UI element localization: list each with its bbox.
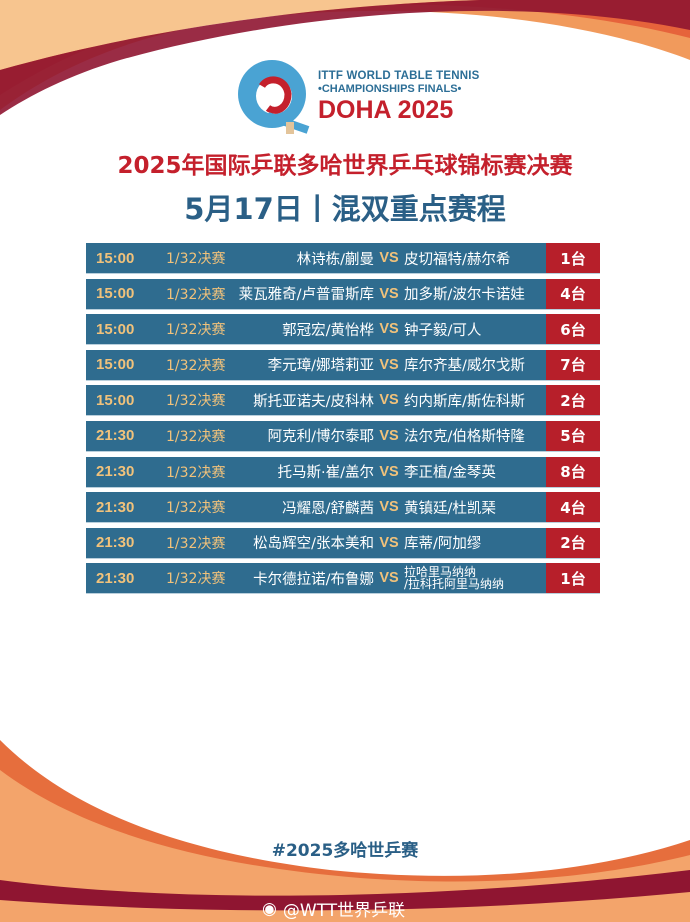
table-row: 21:30 1/32决赛 阿克利/博尔泰耶 VS 法尔克/伯格斯特隆 5台 bbox=[86, 420, 600, 452]
vs-label: VS bbox=[379, 427, 399, 444]
pair-2: 加多斯/波尔卡诺娃 bbox=[404, 287, 525, 304]
pair-2: 法尔克/伯格斯特隆 bbox=[404, 429, 525, 446]
pair-2: 库尔齐基/威尔戈斯 bbox=[404, 358, 525, 375]
pair-1: 卡尔德拉诺/布鲁娜 bbox=[253, 571, 374, 588]
pair-2: 皮切福特/赫尔希 bbox=[404, 251, 511, 268]
match-round: 1/32决赛 bbox=[166, 286, 226, 303]
table-number: 4台 bbox=[546, 492, 600, 523]
page-title: 2025年国际乒联多哈世界乒乓球锦标赛决赛 bbox=[117, 153, 573, 179]
match-time: 21:30 bbox=[96, 534, 135, 552]
pair-2: 李正植/金琴英 bbox=[404, 465, 496, 482]
match-round: 1/32决赛 bbox=[166, 571, 226, 588]
vs-label: VS bbox=[379, 534, 399, 551]
table-row: 21:30 1/32决赛 冯耀恩/舒麟茜 VS 黄镇廷/杜凯琹 4台 bbox=[86, 492, 600, 524]
pair-1: 冯耀恩/舒麟茜 bbox=[282, 500, 374, 517]
match-time: 15:00 bbox=[96, 320, 135, 338]
pair-2: 约内斯库/斯佐科斯 bbox=[404, 393, 525, 410]
table-row: 15:00 1/32决赛 莱瓦雅奇/卢普雷斯库 VS 加多斯/波尔卡诺娃 4台 bbox=[86, 278, 600, 310]
table-number: 4台 bbox=[546, 278, 600, 309]
table-number: 7台 bbox=[546, 349, 600, 380]
table-number: 2台 bbox=[546, 527, 600, 558]
match-info: 21:30 1/32决赛 卡尔德拉诺/布鲁娜 VS 拉哈里马纳纳 /拉科托阿里马… bbox=[86, 563, 546, 594]
match-info: 15:00 1/32决赛 郭冠宏/黄怡桦 VS 钟子毅/可人 bbox=[86, 314, 546, 345]
pair-1: 松岛辉空/张本美和 bbox=[253, 536, 374, 553]
pair-1: 郭冠宏/黄怡桦 bbox=[282, 322, 374, 339]
match-info: 15:00 1/32决赛 李元璋/娜塔莉亚 VS 库尔齐基/威尔戈斯 bbox=[86, 349, 546, 380]
vs-label: VS bbox=[379, 250, 399, 266]
match-info: 15:00 1/32决赛 斯托亚诺夫/皮科林 VS 约内斯库/斯佐科斯 bbox=[86, 385, 546, 416]
weibo-icon: ◉ bbox=[262, 898, 277, 919]
table-row: 21:30 1/32决赛 托马斯·崔/盖尔 VS 李正植/金琴英 8台 bbox=[86, 456, 600, 488]
vs-label: VS bbox=[379, 463, 399, 480]
logo-line-1: ITTF WORLD TABLE TENNIS bbox=[318, 70, 480, 82]
table-row: 15:00 1/32决赛 林诗栋/蒯曼 VS 皮切福特/赫尔希 1台 bbox=[86, 243, 600, 274]
match-round: 1/32决赛 bbox=[166, 322, 226, 339]
pair-2: 拉哈里马纳纳 /拉科托阿里马纳纳 bbox=[404, 565, 505, 592]
match-info: 15:00 1/32决赛 林诗栋/蒯曼 VS 皮切福特/赫尔希 bbox=[86, 243, 546, 273]
match-info: 21:30 1/32决赛 冯耀恩/舒麟茜 VS 黄镇廷/杜凯琹 bbox=[86, 492, 546, 523]
hashtag: #2025多哈世乒赛 bbox=[271, 841, 419, 861]
table-row: 15:00 1/32决赛 郭冠宏/黄怡桦 VS 钟子毅/可人 6台 bbox=[86, 314, 600, 346]
pair-1: 李元璋/娜塔莉亚 bbox=[267, 358, 374, 375]
watermark-text: @WTT世界乒联 bbox=[282, 901, 406, 921]
match-round: 1/32决赛 bbox=[166, 393, 226, 410]
match-time: 15:00 bbox=[96, 356, 135, 374]
logo-text: ITTF WORLD TABLE TENNIS •CHAMPIONSHIPS F… bbox=[318, 70, 480, 124]
vs-label: VS bbox=[379, 321, 399, 338]
match-round: 1/32决赛 bbox=[166, 464, 226, 481]
match-info: 21:30 1/32决赛 松岛辉空/张本美和 VS 库蒂/阿加缪 bbox=[86, 527, 546, 558]
match-time: 21:30 bbox=[96, 427, 135, 445]
table-number: 1台 bbox=[546, 243, 600, 273]
table-row: 21:30 1/32决赛 卡尔德拉诺/布鲁娜 VS 拉哈里马纳纳 /拉科托阿里马… bbox=[86, 563, 600, 595]
match-info: 21:30 1/32决赛 托马斯·崔/盖尔 VS 李正植/金琴英 bbox=[86, 456, 546, 487]
match-time: 21:30 bbox=[96, 498, 135, 516]
pair-1: 阿克利/博尔泰耶 bbox=[267, 429, 374, 446]
pair-1: 斯托亚诺夫/皮科林 bbox=[253, 393, 374, 410]
table-number: 8台 bbox=[546, 456, 600, 487]
doha-2025-logo bbox=[238, 60, 310, 134]
table-number: 2台 bbox=[546, 385, 600, 416]
match-info: 21:30 1/32决赛 阿克利/博尔泰耶 VS 法尔克/伯格斯特隆 bbox=[86, 420, 546, 451]
table-number: 1台 bbox=[546, 563, 600, 594]
schedule-table: 15:00 1/32决赛 林诗栋/蒯曼 VS 皮切福特/赫尔希 1台 15:00… bbox=[86, 243, 600, 599]
table-number: 5台 bbox=[546, 420, 600, 451]
table-number: 6台 bbox=[546, 314, 600, 345]
pair-2: 库蒂/阿加缪 bbox=[404, 536, 482, 553]
match-round: 1/32决赛 bbox=[166, 251, 226, 267]
pair-1: 托马斯·崔/盖尔 bbox=[277, 465, 375, 482]
vs-label: VS bbox=[379, 356, 399, 373]
weibo-watermark: ◉ @WTT世界乒联 bbox=[262, 896, 406, 922]
table-row: 21:30 1/32决赛 松岛辉空/张本美和 VS 库蒂/阿加缪 2台 bbox=[86, 527, 600, 559]
match-round: 1/32决赛 bbox=[166, 428, 226, 445]
match-round: 1/32决赛 bbox=[166, 357, 226, 374]
match-info: 15:00 1/32决赛 莱瓦雅奇/卢普雷斯库 VS 加多斯/波尔卡诺娃 bbox=[86, 278, 546, 309]
match-time: 15:00 bbox=[96, 249, 135, 267]
logo-line-3: DOHA 2025 bbox=[318, 96, 454, 124]
page-subtitle: 5月17日丨混双重点赛程 bbox=[184, 192, 506, 226]
pair-2: 黄镇廷/杜凯琹 bbox=[404, 500, 496, 517]
logo-line-2: •CHAMPIONSHIPS FINALS• bbox=[318, 83, 462, 95]
vs-label: VS bbox=[379, 392, 399, 409]
match-round: 1/32决赛 bbox=[166, 535, 226, 552]
vs-label: VS bbox=[379, 499, 399, 516]
vs-label: VS bbox=[379, 285, 399, 302]
table-row: 15:00 1/32决赛 李元璋/娜塔莉亚 VS 库尔齐基/威尔戈斯 7台 bbox=[86, 349, 600, 381]
match-time: 21:30 bbox=[96, 463, 135, 481]
vs-label: VS bbox=[379, 570, 399, 587]
pair-1: 林诗栋/蒯曼 bbox=[296, 251, 374, 268]
table-row: 15:00 1/32决赛 斯托亚诺夫/皮科林 VS 约内斯库/斯佐科斯 2台 bbox=[86, 385, 600, 417]
match-round: 1/32决赛 bbox=[166, 500, 226, 517]
pair-1: 莱瓦雅奇/卢普雷斯库 bbox=[238, 287, 374, 304]
match-time: 15:00 bbox=[96, 285, 135, 303]
match-time: 21:30 bbox=[96, 569, 135, 587]
match-time: 15:00 bbox=[96, 391, 135, 409]
pair-2: 钟子毅/可人 bbox=[404, 322, 482, 339]
